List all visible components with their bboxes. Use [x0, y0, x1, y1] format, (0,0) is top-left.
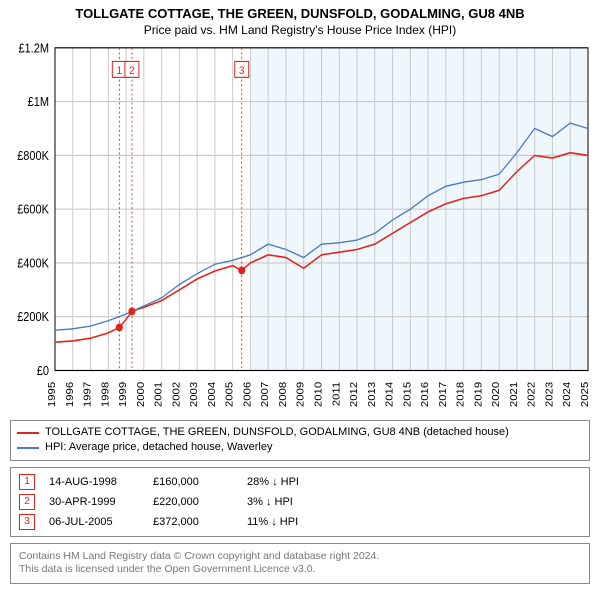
legend-swatch-icon: [17, 447, 39, 449]
svg-text:2012: 2012: [349, 382, 360, 407]
svg-text:1999: 1999: [118, 382, 129, 407]
svg-text:£400K: £400K: [17, 257, 49, 271]
legend-item: TOLLGATE COTTAGE, THE GREEN, DUNSFOLD, G…: [17, 425, 583, 440]
svg-text:2: 2: [129, 64, 135, 77]
svg-text:£200K: £200K: [17, 311, 49, 325]
chart-title: TOLLGATE COTTAGE, THE GREEN, DUNSFOLD, G…: [10, 6, 590, 21]
svg-text:1997: 1997: [82, 382, 93, 407]
svg-text:£0: £0: [37, 364, 50, 378]
svg-text:2018: 2018: [455, 382, 466, 407]
footer-attribution: Contains HM Land Registry data © Crown c…: [10, 543, 590, 584]
svg-text:2014: 2014: [384, 382, 395, 407]
legend-label: HPI: Average price, detached house, Wave…: [45, 440, 272, 455]
marker-delta: 28% ↓ HPI: [247, 476, 347, 488]
svg-text:2019: 2019: [473, 382, 484, 407]
marker-row: 2 30-APR-1999 £220,000 3% ↓ HPI: [19, 494, 581, 510]
svg-text:2023: 2023: [544, 382, 555, 407]
svg-text:2004: 2004: [206, 382, 217, 407]
marker-badge-icon: 1: [19, 474, 35, 490]
svg-text:2011: 2011: [331, 382, 342, 406]
marker-row: 1 14-AUG-1998 £160,000 28% ↓ HPI: [19, 474, 581, 490]
svg-text:2017: 2017: [437, 382, 448, 407]
svg-text:2002: 2002: [171, 382, 182, 407]
svg-text:3: 3: [239, 64, 245, 77]
marker-badge-icon: 3: [19, 514, 35, 530]
marker-price: £220,000: [153, 496, 233, 508]
marker-delta: 11% ↓ HPI: [247, 516, 347, 528]
svg-text:2008: 2008: [278, 382, 289, 407]
svg-text:2001: 2001: [153, 382, 164, 407]
svg-text:2015: 2015: [402, 382, 413, 407]
svg-text:2003: 2003: [189, 382, 200, 407]
marker-price: £372,000: [153, 516, 233, 528]
chart-subtitle: Price paid vs. HM Land Registry's House …: [10, 23, 590, 37]
marker-price: £160,000: [153, 476, 233, 488]
svg-text:2025: 2025: [580, 382, 591, 407]
svg-text:2020: 2020: [491, 382, 502, 407]
marker-delta: 3% ↓ HPI: [247, 496, 347, 508]
markers-table: 1 14-AUG-1998 £160,000 28% ↓ HPI 2 30-AP…: [10, 467, 590, 537]
svg-text:2007: 2007: [260, 382, 271, 407]
footer-line: This data is licensed under the Open Gov…: [19, 563, 581, 577]
line-chart: £0 £200K £400K £600K £800K £1M £1.2M 1995 1996 19…: [0, 41, 600, 416]
svg-text:2021: 2021: [509, 382, 520, 407]
legend-label: TOLLGATE COTTAGE, THE GREEN, DUNSFOLD, G…: [45, 425, 509, 440]
chart-area: £0 £200K £400K £600K £800K £1M £1.2M 1995 1996 19…: [0, 41, 600, 416]
marker-date: 14-AUG-1998: [49, 476, 139, 488]
svg-text:£800K: £800K: [17, 149, 49, 163]
svg-text:£1M: £1M: [28, 96, 49, 110]
legend-swatch-icon: [17, 432, 39, 434]
svg-text:£600K: £600K: [17, 203, 49, 217]
chart-header: TOLLGATE COTTAGE, THE GREEN, DUNSFOLD, G…: [0, 0, 600, 41]
marker-date: 06-JUL-2005: [49, 516, 139, 528]
svg-text:1: 1: [117, 64, 123, 77]
svg-text:1995: 1995: [47, 382, 58, 407]
svg-text:2000: 2000: [135, 382, 146, 407]
svg-text:2010: 2010: [313, 382, 324, 407]
svg-text:2009: 2009: [295, 382, 306, 407]
svg-text:2024: 2024: [562, 382, 573, 407]
svg-text:2013: 2013: [366, 382, 377, 407]
svg-text:1998: 1998: [100, 382, 111, 407]
svg-text:1996: 1996: [64, 382, 75, 407]
svg-text:£1.2M: £1.2M: [18, 42, 49, 56]
svg-text:2005: 2005: [224, 382, 235, 407]
svg-text:2006: 2006: [242, 382, 253, 407]
legend-item: HPI: Average price, detached house, Wave…: [17, 440, 583, 455]
svg-text:2022: 2022: [526, 382, 537, 407]
footer-line: Contains HM Land Registry data © Crown c…: [19, 550, 581, 564]
legend: TOLLGATE COTTAGE, THE GREEN, DUNSFOLD, G…: [10, 420, 590, 461]
svg-text:2016: 2016: [420, 382, 431, 407]
marker-badge-icon: 2: [19, 494, 35, 510]
marker-date: 30-APR-1999: [49, 496, 139, 508]
marker-row: 3 06-JUL-2005 £372,000 11% ↓ HPI: [19, 514, 581, 530]
